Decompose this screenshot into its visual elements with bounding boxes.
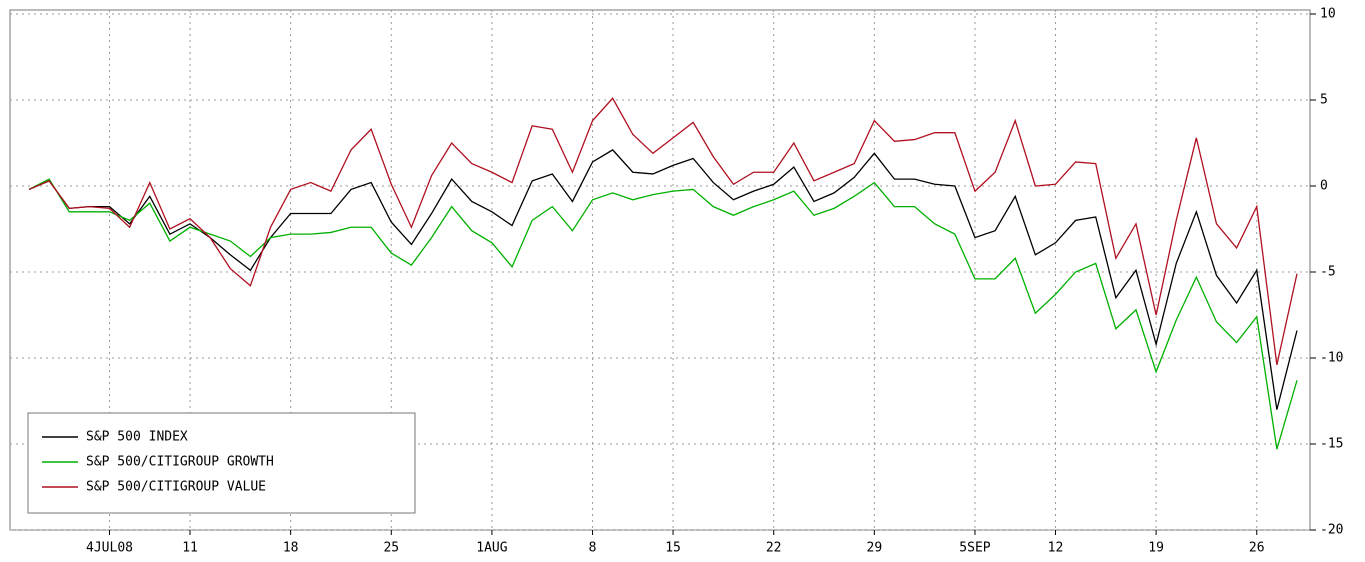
series-line [28, 97, 1298, 366]
x-tick-label: 25 [383, 541, 399, 556]
x-tick-label: 29 [867, 541, 883, 556]
y-tick-label: -10 [1320, 351, 1343, 366]
y-tick-label: 10 [1320, 7, 1336, 22]
x-tick-label: 11 [182, 541, 198, 556]
x-tick-label: 26 [1249, 541, 1265, 556]
y-tick-label: -15 [1320, 437, 1343, 452]
y-tick-label: -5 [1320, 265, 1336, 280]
legend: S&P 500 INDEX S&P 500/CITIGROUP GROWTH S&P… [27, 412, 416, 514]
x-tick-label: 18 [283, 541, 299, 556]
series-line [28, 149, 1298, 410]
x-tick-label: 22 [766, 541, 782, 556]
x-tick-label: 19 [1148, 541, 1164, 556]
legend-box [27, 412, 416, 514]
series-line [28, 178, 1298, 450]
x-tick-label: 8 [589, 541, 597, 556]
x-tick-label: 15 [665, 541, 681, 556]
y-tick-label: 5 [1320, 93, 1328, 108]
x-tick-label: 5SEP [959, 541, 990, 556]
x-tick-label: 1AUG [476, 541, 507, 556]
legend-label: S&P 500 INDEX [86, 430, 188, 445]
y-tick-label: -20 [1320, 523, 1343, 538]
x-tick-label: 4JUL08 [86, 541, 133, 556]
legend-label: S&P 500/CITIGROUP VALUE [86, 480, 266, 495]
x-tick-label: 12 [1048, 541, 1064, 556]
y-tick-label: 0 [1320, 179, 1328, 194]
legend-label: S&P 500/CITIGROUP GROWTH [86, 455, 274, 470]
